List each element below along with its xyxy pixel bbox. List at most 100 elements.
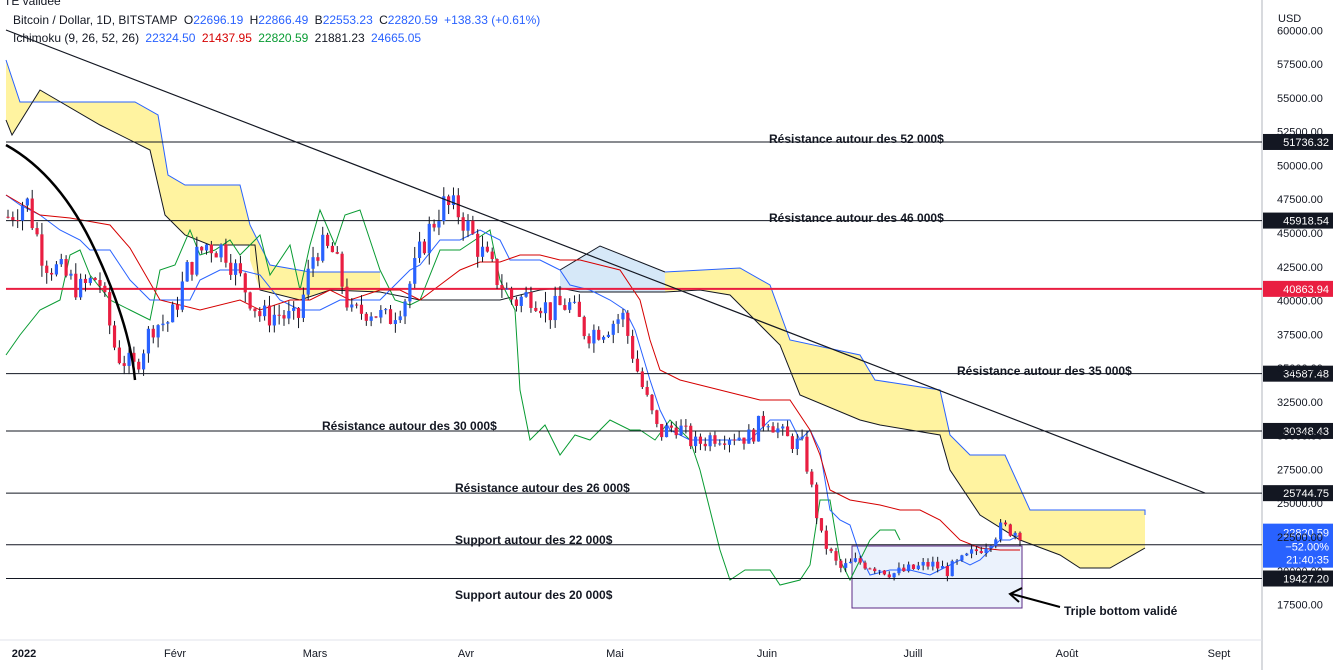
y-tick-label: 50000.00 [1277,160,1323,172]
candle-body [693,436,698,447]
candle-body [800,436,804,439]
candle-body [417,241,422,259]
candle-body [965,553,969,556]
candle-body [505,288,509,290]
curved-trend [5,143,137,381]
candle-body [902,567,906,572]
candle-body [650,394,654,411]
candle-body [340,253,344,287]
ind-value: 24665.05 [371,31,422,45]
candle-body [369,316,373,321]
candle-body [534,307,538,311]
x-tick-label: Juin [757,648,777,660]
candle-body [626,312,630,336]
candle-body [292,307,296,311]
candle-body [732,439,736,441]
candle-body [117,347,121,364]
candle-body [122,363,126,366]
kijun-line [5,194,1020,551]
candle-body [388,309,393,324]
candle-body [771,426,775,433]
level-value: 45918.54 [1283,216,1329,228]
candle-body [621,312,625,320]
candle-body [592,329,596,344]
candle-body [238,263,243,274]
candle-body [563,305,567,310]
candle-body [374,316,378,318]
candle-body [306,268,310,295]
candle-body [350,304,354,308]
x-tick-label: Mars [303,648,328,660]
candle-body [815,484,819,519]
candle-body [601,336,606,340]
candle-body [892,573,896,578]
candle-body [442,196,446,222]
candle-body [316,257,320,261]
indicator-info: Ichimoku (9, 26, 52, 26) 22324.50 21437.… [13,31,424,45]
y-tick-label: 55000.00 [1277,93,1323,105]
candle-body [413,258,417,284]
annotation-label: Résistance autour des 46 000$ [769,211,944,225]
candle-body [1013,532,1017,536]
candle-body [195,246,199,275]
candle-body [568,302,572,310]
candle-body [679,425,683,436]
cloud-segment-3 [665,268,1145,568]
candle-body [233,263,238,275]
candle-body [635,358,640,372]
candle-body [960,555,964,561]
candle-body [660,423,664,438]
candle-body [495,259,499,286]
candle-body [718,443,722,445]
senkou-a-edge [664,267,1146,515]
candle-body [553,295,557,321]
candle-body [398,316,402,321]
candle-body [282,315,286,319]
level-tag [1263,570,1333,587]
symbol-name[interactable]: Bitcoin / Dollar, 1D, BITSTAMP [13,13,178,27]
cut-title: TE validée [4,0,61,8]
candle-body [689,425,693,447]
arrow-head [1008,587,1023,603]
last-price-value: 22820.59 [1283,528,1329,540]
candle-body [272,314,276,326]
candle-body [500,285,504,289]
ichimoku-cloud [5,59,1146,569]
tenkan-line [5,194,1021,576]
candle-body [45,265,49,273]
ind-value: 22820.59 [258,31,309,45]
level-value: 51736.32 [1283,137,1329,149]
last-price-countdown: 21:40:35 [1286,555,1329,567]
y-tick-label: 57500.00 [1277,59,1323,71]
candle-body [766,426,770,428]
candle-body [519,296,523,306]
indicator-name[interactable]: Ichimoku (9, 26, 52, 26) [13,31,140,45]
candle-body [345,286,349,308]
candle-body [219,244,223,258]
candle-body [577,301,581,317]
candle-body [703,443,707,447]
candle-body [829,548,833,552]
candle-body [258,311,262,317]
candle-body [810,471,814,485]
candle-body [723,443,727,445]
candle-body [204,244,209,251]
candle-body [175,304,180,310]
candle-body [54,264,59,275]
candle-body [655,410,659,424]
candle-body [1008,524,1012,536]
candle-body [209,244,213,254]
candle-body [907,564,911,572]
candle-body [146,328,151,354]
x-tick-label: Avr [458,648,475,660]
candle-body [514,299,519,306]
level-tag [1263,133,1333,150]
candle-body [379,309,383,318]
candle-body [776,428,780,433]
price-axis [0,0,1263,670]
candle-body [180,281,184,310]
annotation-label: Résistance autour des 26 000$ [455,481,630,495]
candle-body [108,292,112,326]
candle-body [359,304,364,314]
